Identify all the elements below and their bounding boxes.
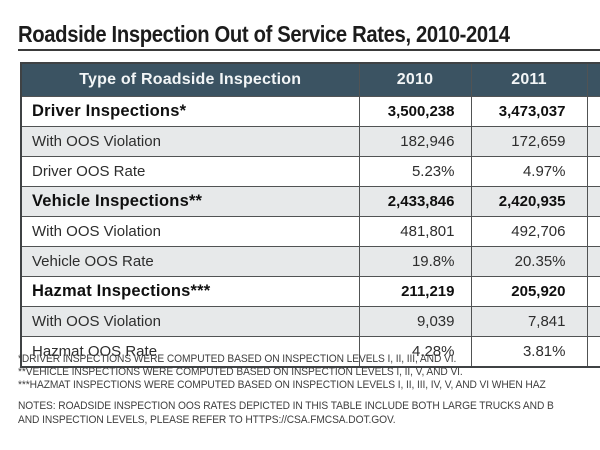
value-2010: 5.23%	[358, 156, 472, 187]
cutoff-cell	[586, 306, 600, 337]
value-2010: 481,801	[358, 216, 472, 247]
table-row: Hazmat Inspections*** 211,219 205,920	[20, 276, 600, 307]
column-header-2011: 2011	[470, 62, 588, 97]
notes-block: NOTES: ROADSIDE INSPECTION OOS RATES DEP…	[18, 400, 600, 427]
cutoff-cell	[586, 156, 600, 187]
cutoff-cell	[586, 276, 600, 307]
value-2010: 182,946	[358, 126, 472, 157]
footnotes-block: *DRIVER INSPECTIONS WERE COMPUTED BASED …	[18, 353, 600, 392]
value-2011: 492,706	[470, 216, 588, 247]
footnote-driver: *DRIVER INSPECTIONS WERE COMPUTED BASED …	[18, 353, 457, 365]
value-2010: 19.8%	[358, 246, 472, 277]
cutoff-cell	[586, 186, 600, 217]
title-underline-rule	[18, 49, 600, 51]
notes-line-1: NOTES: ROADSIDE INSPECTION OOS RATES DEP…	[18, 400, 554, 412]
cutoff-cell	[586, 126, 600, 157]
value-2011: 2,420,935	[470, 186, 588, 217]
row-label: Driver OOS Rate	[20, 156, 360, 187]
column-header-cutoff	[586, 62, 600, 97]
table-row: Vehicle Inspections** 2,433,846 2,420,93…	[20, 186, 600, 217]
inspection-rates-table-wrap: Type of Roadside Inspection 2010 2011 Dr…	[20, 62, 600, 368]
value-2010: 9,039	[358, 306, 472, 337]
row-label: Vehicle Inspections**	[20, 186, 360, 217]
row-label: With OOS Violation	[20, 306, 360, 337]
cutoff-cell	[586, 96, 600, 127]
value-2011: 4.97%	[470, 156, 588, 187]
cutoff-cell	[586, 246, 600, 277]
table-row: Vehicle OOS Rate 19.8% 20.35%	[20, 246, 600, 277]
table-row: Driver Inspections* 3,500,238 3,473,037	[20, 96, 600, 127]
row-label: Hazmat OOS Rate	[20, 336, 360, 368]
value-2010: 3,500,238	[358, 96, 472, 127]
table-row: With OOS Violation 9,039 7,841	[20, 306, 600, 337]
row-label: With OOS Violation	[20, 216, 360, 247]
table-row: With OOS Violation 481,801 492,706	[20, 216, 600, 247]
row-label: Vehicle OOS Rate	[20, 246, 360, 277]
footnote-hazmat: ***HAZMAT INSPECTIONS WERE COMPUTED BASE…	[18, 379, 546, 391]
value-2010: 211,219	[358, 276, 472, 307]
column-header-type: Type of Roadside Inspection	[20, 62, 360, 97]
footnote-vehicle: **VEHICLE INSPECTIONS WERE COMPUTED BASE…	[18, 366, 463, 378]
notes-line-2: AND INSPECTION LEVELS, PLEASE REFER TO H…	[18, 413, 396, 426]
page-title: Roadside Inspection Out of Service Rates…	[18, 21, 510, 47]
value-2011: 7,841	[470, 306, 588, 337]
value-2010: 2,433,846	[358, 186, 472, 217]
value-2011: 205,920	[470, 276, 588, 307]
row-label: Hazmat Inspections***	[20, 276, 360, 307]
table-row: Driver OOS Rate 5.23% 4.97%	[20, 156, 600, 187]
cutoff-cell	[586, 336, 600, 368]
row-label: With OOS Violation	[20, 126, 360, 157]
table-header-row: Type of Roadside Inspection 2010 2011	[20, 62, 600, 97]
value-2011: 3.81%	[470, 336, 588, 368]
inspection-rates-table: Type of Roadside Inspection 2010 2011 Dr…	[20, 62, 600, 368]
table-row: Hazmat OOS Rate 4.28% 3.81%	[20, 336, 600, 368]
value-2011: 172,659	[470, 126, 588, 157]
value-2011: 20.35%	[470, 246, 588, 277]
column-header-2010: 2010	[358, 62, 472, 97]
table-row: With OOS Violation 182,946 172,659	[20, 126, 600, 157]
cutoff-cell	[586, 216, 600, 247]
value-2011: 3,473,037	[470, 96, 588, 127]
row-label: Driver Inspections*	[20, 96, 360, 127]
